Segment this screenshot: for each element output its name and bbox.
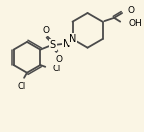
Text: O: O: [55, 55, 62, 64]
Text: Cl: Cl: [17, 82, 26, 91]
Text: OH: OH: [129, 19, 142, 28]
Text: N: N: [63, 39, 70, 49]
Text: Cl: Cl: [53, 64, 61, 73]
Text: O: O: [128, 6, 135, 15]
Text: O: O: [43, 26, 50, 35]
Text: S: S: [50, 40, 56, 50]
Text: N: N: [69, 34, 76, 44]
